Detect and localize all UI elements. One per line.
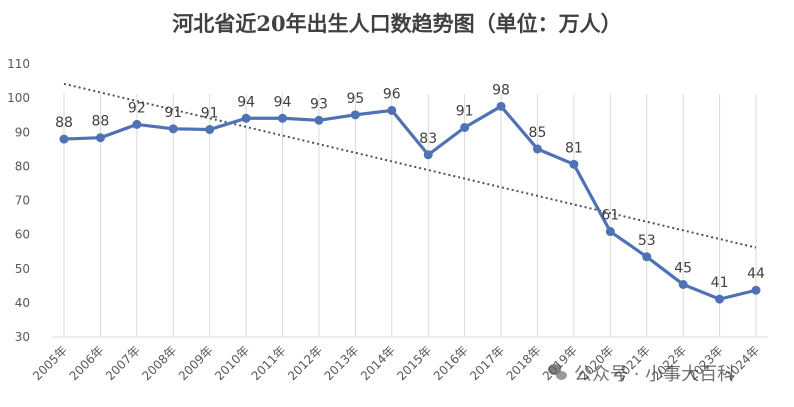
x-tick-label: 2008年	[139, 343, 179, 383]
data-point	[241, 113, 251, 123]
data-labels: 88 88 92 91 91 94 94 93 95 96 83 91 98 85 81 61 53 45 41 44	[55, 82, 765, 291]
x-tick-label: 2016年	[431, 343, 471, 383]
data-label: 53	[638, 233, 656, 249]
x-tick-label: 2013年	[322, 343, 362, 383]
x-tick-label: 2015年	[394, 343, 434, 383]
data-label: 92	[128, 100, 146, 116]
x-tick-label: 2014年	[358, 343, 398, 383]
y-tick-label: 60	[15, 228, 30, 242]
x-tick-label: 2010年	[212, 343, 252, 383]
x-tick-label: 2018年	[504, 343, 544, 383]
data-point	[642, 252, 652, 262]
data-point	[423, 150, 433, 160]
data-point	[278, 113, 288, 123]
data-point	[678, 279, 688, 289]
data-label: 96	[383, 86, 401, 102]
x-tick-label: 2009年	[176, 343, 216, 383]
wechat-icon	[548, 364, 568, 382]
data-point	[751, 285, 761, 295]
data-point	[605, 227, 615, 237]
data-label: 88	[55, 115, 73, 131]
watermark: 公众号 · 小事大百科	[548, 360, 735, 386]
data-label: 81	[565, 140, 583, 156]
trendline	[63, 82, 757, 249]
watermark-text: 公众号 · 小事大百科	[574, 364, 736, 385]
y-tick-label: 40	[15, 296, 30, 310]
data-point	[314, 115, 324, 125]
data-label: 44	[747, 266, 765, 282]
y-tick-label: 30	[15, 330, 30, 344]
data-label: 93	[310, 96, 328, 112]
x-tick-label: 2006年	[67, 343, 107, 383]
y-tick-label: 50	[15, 262, 30, 276]
series-line	[63, 104, 757, 301]
y-tick-label: 70	[15, 194, 30, 208]
data-point	[532, 144, 542, 154]
data-point	[59, 134, 69, 144]
x-tick-label: 2005年	[30, 343, 70, 383]
y-tick-label: 110	[7, 57, 30, 71]
data-point	[95, 133, 105, 143]
trendline-layer	[63, 82, 757, 249]
data-label: 98	[492, 82, 510, 98]
series-layer	[59, 101, 761, 304]
data-point	[569, 159, 579, 169]
data-label: 88	[92, 114, 110, 130]
chart-title: 河北省近20年出生人口数趋势图（单位：万人）	[172, 11, 622, 36]
x-tick-label: 2007年	[103, 343, 143, 383]
data-point	[387, 105, 397, 115]
data-label: 91	[201, 106, 219, 122]
data-label: 45	[674, 260, 692, 276]
x-tick-label: 2011年	[249, 343, 289, 383]
data-point	[168, 124, 178, 134]
data-point	[460, 122, 470, 132]
data-label: 61	[601, 208, 619, 224]
data-label: 94	[274, 94, 292, 110]
data-point	[350, 110, 360, 120]
data-point	[132, 119, 142, 129]
y-tick-label: 80	[15, 159, 30, 173]
data-point	[496, 101, 506, 111]
data-label: 91	[456, 103, 474, 119]
x-tick-label: 2012年	[285, 343, 325, 383]
y-tick-label: 100	[7, 91, 30, 105]
x-tick-label: 2017年	[467, 343, 507, 383]
data-label: 83	[419, 131, 437, 147]
data-label: 95	[346, 91, 364, 107]
data-point	[715, 294, 725, 304]
data-label: 91	[164, 105, 182, 121]
data-point	[205, 125, 215, 135]
y-axis: 30 40 50 60 70 80 90 100 110	[7, 57, 30, 344]
y-tick-label: 90	[15, 125, 30, 139]
data-label: 41	[711, 275, 729, 291]
data-label: 94	[237, 94, 255, 110]
data-label: 85	[529, 125, 547, 141]
